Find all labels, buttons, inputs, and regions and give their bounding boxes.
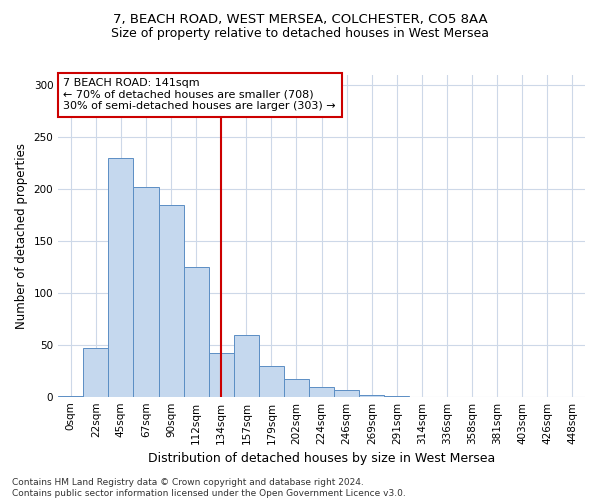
Bar — [158, 204, 184, 396]
Text: 7 BEACH ROAD: 141sqm
← 70% of detached houses are smaller (708)
30% of semi-deta: 7 BEACH ROAD: 141sqm ← 70% of detached h… — [64, 78, 336, 112]
Bar — [359, 394, 385, 396]
Bar — [309, 388, 334, 396]
Bar — [209, 353, 234, 397]
Y-axis label: Number of detached properties: Number of detached properties — [15, 143, 28, 329]
Bar — [259, 366, 284, 396]
Text: Contains HM Land Registry data © Crown copyright and database right 2024.
Contai: Contains HM Land Registry data © Crown c… — [12, 478, 406, 498]
Bar — [284, 379, 309, 396]
Text: 7, BEACH ROAD, WEST MERSEA, COLCHESTER, CO5 8AA: 7, BEACH ROAD, WEST MERSEA, COLCHESTER, … — [113, 12, 487, 26]
Bar — [234, 336, 259, 396]
X-axis label: Distribution of detached houses by size in West Mersea: Distribution of detached houses by size … — [148, 452, 495, 465]
Bar — [184, 267, 209, 396]
Bar — [83, 348, 109, 397]
Bar — [109, 158, 133, 396]
Text: Size of property relative to detached houses in West Mersea: Size of property relative to detached ho… — [111, 28, 489, 40]
Bar — [334, 390, 359, 396]
Bar — [133, 187, 158, 396]
